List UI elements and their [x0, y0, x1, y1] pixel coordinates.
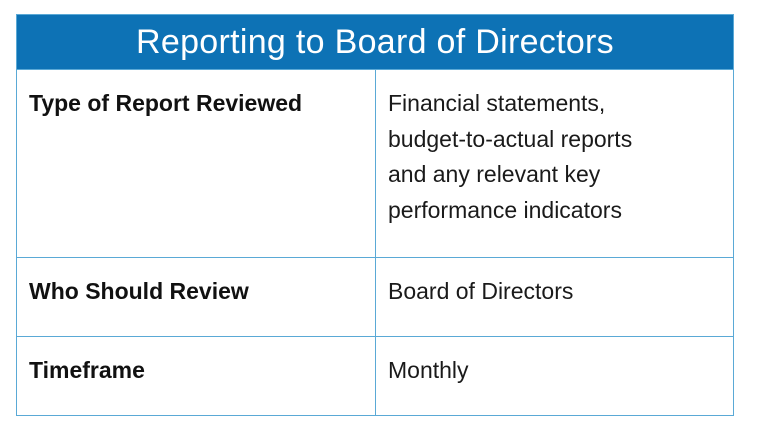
row-label-reviewer: Who Should Review: [17, 258, 376, 336]
timeframe-line: Monthly: [388, 357, 469, 383]
reviewer-line: Board of Directors: [388, 278, 574, 304]
row-value-timeframe: Monthly: [376, 337, 733, 415]
row-label-report-type: Type of Report Reviewed: [17, 70, 376, 257]
report-type-line: performance indicators: [388, 196, 622, 223]
reporting-table: Reporting to Board of Directors Type of …: [16, 14, 734, 416]
table-row-reviewer: Who Should Review Board of Directors: [17, 257, 733, 336]
table-row-report-type: Type of Report Reviewed Financial statem…: [17, 69, 733, 257]
report-type-line: and any relevant key: [388, 161, 601, 187]
report-type-line: Financial statements,: [388, 90, 606, 116]
row-label-timeframe: Timeframe: [17, 337, 376, 415]
row-value-reviewer: Board of Directors: [376, 258, 733, 336]
table-title: Reporting to Board of Directors: [17, 15, 733, 69]
row-value-report-type: Financial statements, budget-to-actual r…: [376, 70, 733, 257]
report-type-line: budget-to-actual reports: [388, 125, 633, 152]
table-row-timeframe: Timeframe Monthly: [17, 336, 733, 415]
